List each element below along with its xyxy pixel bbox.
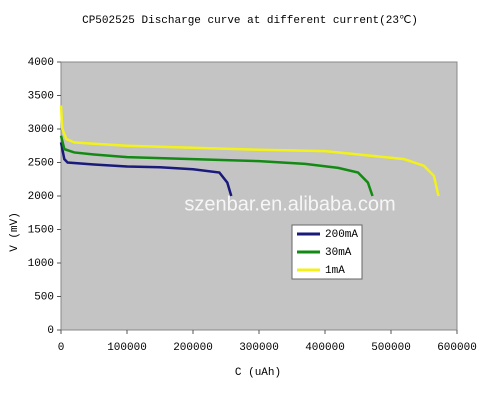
watermark: szenbar.en.alibaba.com	[184, 193, 395, 215]
y-tick-label: 500	[34, 291, 54, 303]
series-line	[59, 142, 233, 197]
x-tick-label: 300000	[239, 342, 279, 354]
y-tick-label: 3000	[28, 124, 54, 136]
x-tick-label: 500000	[371, 342, 411, 354]
x-tick-label: 100000	[107, 342, 147, 354]
y-tick-label: 3500	[28, 90, 54, 102]
legend-label: 30mA	[325, 247, 352, 259]
x-axis-label: C (uAh)	[235, 367, 281, 379]
chart-title: CP502525 Discharge curve at different cu…	[82, 15, 418, 27]
x-tick-label: 200000	[173, 342, 213, 354]
series-line	[59, 135, 374, 197]
x-tick-label: 0	[58, 342, 65, 354]
series-line	[59, 105, 440, 197]
legend-label: 200mA	[325, 229, 358, 241]
y-tick-label: 0	[47, 325, 54, 337]
y-tick-label: 2500	[28, 157, 54, 169]
y-tick-label: 4000	[28, 57, 54, 69]
x-tick-label: 600000	[437, 342, 477, 354]
plot-area	[60, 61, 458, 331]
y-tick-label: 1500	[28, 224, 54, 236]
y-tick-label: 1000	[28, 258, 54, 270]
y-tick-label: 2000	[28, 191, 54, 203]
y-axis-label: V (mV)	[9, 212, 21, 252]
x-tick-label: 400000	[305, 342, 345, 354]
legend-label: 1mA	[325, 265, 345, 277]
